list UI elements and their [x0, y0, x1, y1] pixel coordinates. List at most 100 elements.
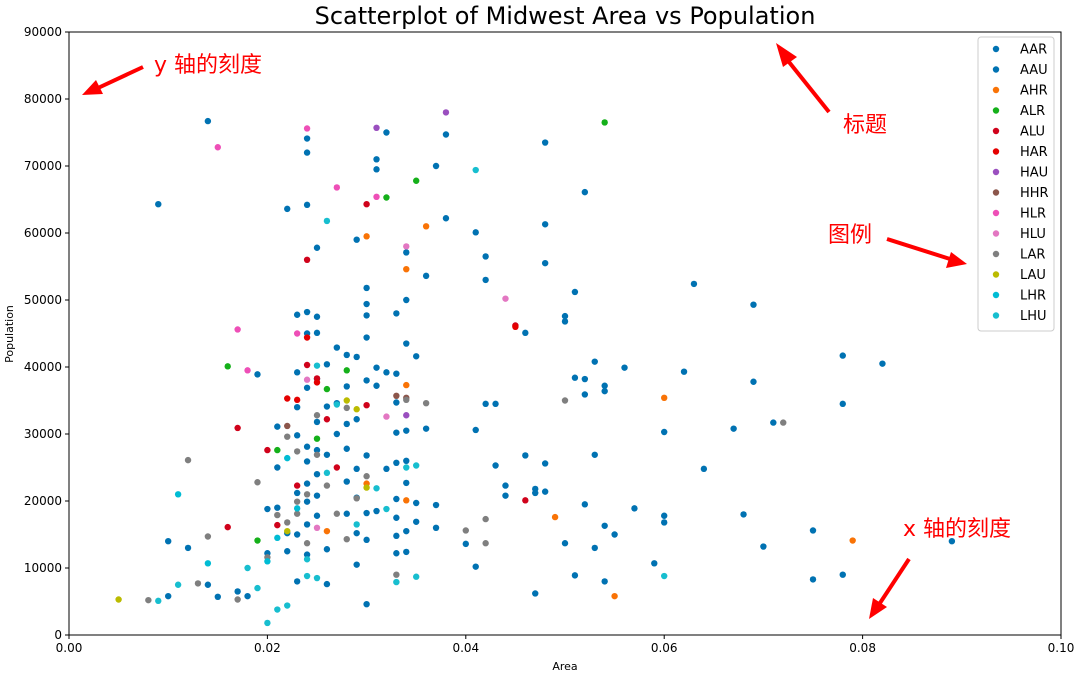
data-point-lau [363, 484, 370, 491]
data-point-lhu [661, 572, 668, 580]
data-point-aau [581, 501, 589, 508]
y-axis-label: Population [3, 305, 16, 363]
data-point-aau [393, 459, 400, 467]
data-point-lhu [413, 462, 420, 469]
data-point-aau [502, 492, 509, 499]
data-point-aau [363, 284, 370, 292]
data-point-aau [581, 391, 589, 398]
annotation-x-ticks-text: x 轴的刻度 [903, 517, 1011, 542]
legend-label-hhr: HHR [1020, 186, 1049, 201]
data-point-aau [323, 580, 331, 588]
data-point-alr [313, 435, 321, 442]
data-point-hhr [393, 392, 400, 400]
data-point-aau [561, 540, 569, 547]
data-point-lhu [174, 581, 182, 588]
data-point-lar [254, 479, 261, 486]
legend-marker-har [992, 148, 1000, 155]
data-point-lar [482, 540, 489, 547]
data-point-aau [680, 368, 688, 375]
data-point-aau [403, 427, 410, 434]
data-point-aar [581, 188, 589, 196]
data-point-aau [422, 425, 430, 432]
data-point-lar [343, 404, 350, 412]
data-point-aau [293, 432, 301, 439]
data-point-lhu [303, 572, 311, 580]
data-point-har [512, 323, 519, 330]
data-point-lar [145, 596, 152, 604]
data-point-aau [472, 563, 479, 570]
data-point-aar [442, 131, 450, 138]
data-point-lhu [244, 564, 251, 572]
data-point-aau [661, 512, 668, 519]
data-point-aau [363, 600, 370, 608]
legend-marker-lhr [992, 291, 1000, 299]
legend-marker-alu [992, 127, 1000, 135]
data-point-lhu [313, 362, 321, 369]
data-point-aau [353, 529, 360, 537]
x-tick-label: 0.06 [651, 641, 678, 655]
data-point-ahr [363, 233, 370, 240]
data-point-lhu [284, 602, 291, 609]
data-point-ahr [403, 497, 410, 504]
x-tick-label: 0.08 [849, 641, 876, 655]
data-point-lhr [293, 505, 301, 512]
data-point-lau [343, 397, 350, 404]
data-points [115, 109, 956, 627]
annotation-x-ticks: x 轴的刻度 [869, 517, 1011, 619]
y-tick-label: 90000 [24, 25, 62, 39]
data-point-aar [482, 276, 489, 284]
data-point-lar [462, 527, 469, 534]
data-point-aau [293, 489, 301, 497]
data-point-aau [333, 430, 341, 438]
data-point-lhu [313, 574, 321, 582]
data-point-aar [303, 135, 311, 142]
annotation-title-text: 标题 [843, 113, 887, 138]
data-point-aau [522, 452, 529, 459]
data-point-lhu [413, 573, 420, 580]
data-point-aar [839, 352, 846, 359]
data-point-hlr [303, 125, 311, 132]
data-point-alr [343, 367, 350, 374]
data-point-aar [948, 538, 956, 545]
data-point-aau [522, 329, 529, 337]
data-point-lhu [155, 597, 162, 605]
data-point-aau [284, 548, 291, 555]
data-point-aau [363, 300, 370, 308]
annotation-title-arrow-shaft [787, 60, 831, 114]
data-point-aar [541, 139, 549, 146]
data-point-alu [224, 523, 231, 531]
y-axis-ticks: 0 10000 20000 30000 40000 50000 60000 70000 8000… [24, 25, 69, 642]
x-tick-label: 0.00 [56, 641, 83, 655]
data-point-aau [809, 527, 817, 534]
data-point-aau [313, 446, 321, 454]
data-point-aau [591, 358, 598, 365]
legend-label-hlr: HLR [1020, 207, 1046, 222]
data-point-aau [393, 495, 400, 503]
data-point-aau [343, 420, 350, 428]
data-point-aau [403, 296, 410, 304]
data-point-aau [303, 308, 311, 316]
annotation-legend-arrow-shaft [886, 237, 951, 261]
plot-area [68, 31, 1062, 636]
data-point-aau [700, 465, 708, 473]
data-point-aau [234, 588, 241, 595]
data-point-hlu [403, 243, 410, 250]
legend-label-lar: LAR [1020, 248, 1045, 263]
annotation-title-arrow-head [776, 43, 797, 67]
data-point-ahr [849, 537, 856, 544]
data-point-aau [532, 489, 539, 497]
data-point-alu [363, 200, 370, 208]
annotation-legend-arrow-head [946, 252, 967, 268]
data-point-aau [353, 353, 360, 361]
legend-label-ahr: AHR [1020, 84, 1048, 99]
data-point-lhu [373, 485, 380, 492]
data-point-lhr [264, 558, 271, 565]
data-point-aau [165, 538, 172, 545]
annotation-y-ticks-text: y 轴的刻度 [154, 53, 262, 78]
data-point-aar [155, 200, 162, 208]
data-point-aar [403, 249, 410, 256]
data-point-aau [293, 369, 301, 376]
data-point-aau [571, 572, 579, 579]
data-point-aau [403, 548, 410, 556]
data-point-aau [532, 590, 539, 597]
